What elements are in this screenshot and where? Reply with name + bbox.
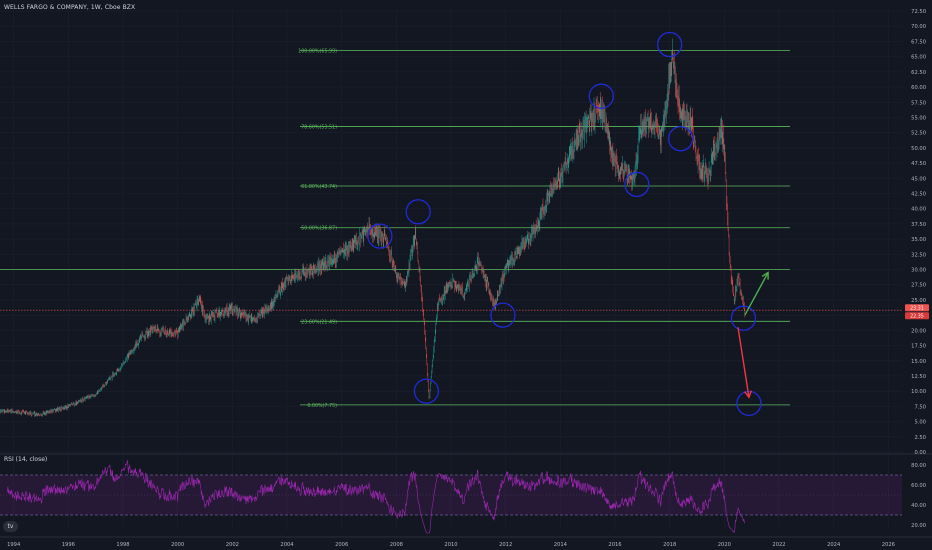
price-tag-label: 23.31	[910, 306, 924, 312]
time-tick-label: 2004	[280, 542, 294, 548]
arrow-down-shaft	[737, 327, 750, 398]
price-candles	[0, 38, 746, 418]
price-tick-label: 37.50	[911, 222, 926, 228]
price-tick-label: 50.00	[911, 146, 926, 152]
price-tick-label: 17.50	[911, 344, 926, 350]
time-tick-label: 2026	[882, 542, 895, 548]
price-tick-label: 32.50	[911, 252, 926, 258]
price-tag	[905, 312, 929, 320]
price-tick-label: 12.50	[911, 374, 926, 380]
price-tick-label: 57.50	[911, 100, 926, 106]
arrow-up-shaft	[744, 272, 769, 316]
grid	[0, 8, 932, 538]
time-tick-label: 2016	[608, 542, 621, 548]
price-tick-label: 5.00	[914, 420, 926, 426]
rsi-label: RSI (14, close)	[4, 456, 48, 463]
price-tick-label: 10.00	[911, 389, 926, 395]
rsi-tick-label: 80.00	[911, 463, 926, 469]
time-tick-label: 2000	[171, 542, 184, 548]
fib-label: 0.00%(7.75)	[307, 403, 337, 409]
rsi-tick-label: 20.00	[911, 523, 926, 529]
fib-label: 78.60%(53.51)	[301, 125, 337, 131]
time-tick-label: 2022	[772, 542, 785, 548]
annotation-circle	[624, 171, 650, 198]
annotation-circle	[730, 305, 757, 331]
annotation-circle	[490, 302, 516, 328]
price-tick-label: 35.00	[911, 237, 926, 243]
annotations[interactable]	[367, 31, 769, 416]
time-tick-label: 2006	[335, 542, 348, 548]
time-tick-label: 2020	[718, 542, 731, 548]
price-tick-label: 2.50	[914, 435, 926, 441]
price-tick-label: 30.00	[911, 268, 926, 274]
price-tick-label: 72.50	[911, 9, 926, 15]
price-tick-label: 65.00	[911, 55, 926, 61]
fibonacci-levels[interactable]: 100.00%(65.99) 78.60%(53.51) 61.80%(43.74)…	[0, 49, 790, 409]
time-tick-label: 1994	[7, 542, 21, 548]
price-tick-label: 47.50	[911, 161, 926, 167]
price-tick-label: 40.00	[911, 207, 926, 213]
price-tag	[905, 304, 929, 312]
price-tick-label: 15.00	[911, 359, 926, 365]
time-tick-label: 2002	[226, 542, 239, 548]
annotation-circle	[405, 199, 431, 225]
annotation-circle	[367, 223, 393, 249]
axes: 0.00 2.50 5.00 7.50 10.00 12.50 15.00 17.50 20.0…	[7, 9, 929, 548]
arrow-down-head	[744, 390, 752, 399]
fib-label: 50.00%(36.87)	[301, 226, 337, 232]
rsi-tick-label: 40.00	[911, 503, 926, 509]
price-tick-label: 7.50	[914, 404, 926, 410]
fib-label: 23.60%(21.49)	[301, 319, 337, 325]
time-tick-label: 1998	[116, 542, 129, 548]
time-tick-label: 2008	[390, 542, 403, 548]
price-tick-label: 62.50	[911, 70, 926, 76]
time-tick-label: 1996	[62, 542, 75, 548]
price-tick-label: 45.00	[911, 176, 926, 182]
fib-label: 100.00%(65.99)	[298, 49, 337, 55]
tradingview-logo[interactable]: tv	[3, 521, 18, 532]
annotation-circle	[413, 378, 440, 404]
annotation-circle	[588, 83, 614, 109]
price-tag-label: 22.35	[910, 314, 924, 320]
arrow-up-head	[761, 271, 769, 280]
annotation-circle	[657, 31, 683, 58]
price-tick-label: 42.50	[911, 192, 926, 198]
annotation-circle	[667, 126, 694, 152]
price-tick-label: 70.00	[911, 24, 926, 30]
price-tick-label: 20.00	[911, 328, 926, 334]
rsi-pane: 80.00 60.00 40.00 20.00	[0, 459, 926, 534]
rsi-line	[7, 459, 746, 534]
time-tick-label: 2024	[827, 542, 841, 548]
price-tick-label: 52.50	[911, 131, 926, 137]
price-tick-label: 67.50	[911, 39, 926, 45]
time-tick-label: 2018	[663, 542, 676, 548]
price-tick-label: 0.00	[914, 450, 926, 456]
price-tick-label: 55.00	[911, 115, 926, 121]
chart-title: WELLS FARGO & COMPANY, 1W, Cboe BZX	[4, 4, 136, 11]
price-tick-label: 27.50	[911, 283, 926, 289]
rsi-tick-label: 60.00	[911, 483, 926, 489]
annotation-circle	[736, 390, 762, 416]
price-tick-label: 25.00	[911, 298, 926, 304]
time-tick-label: 2010	[444, 542, 457, 548]
time-tick-label: 2014	[554, 542, 568, 548]
time-tick-label: 2012	[499, 542, 512, 548]
fib-label: 61.80%(43.74)	[301, 184, 337, 190]
price-tick-label: 60.00	[911, 85, 926, 91]
